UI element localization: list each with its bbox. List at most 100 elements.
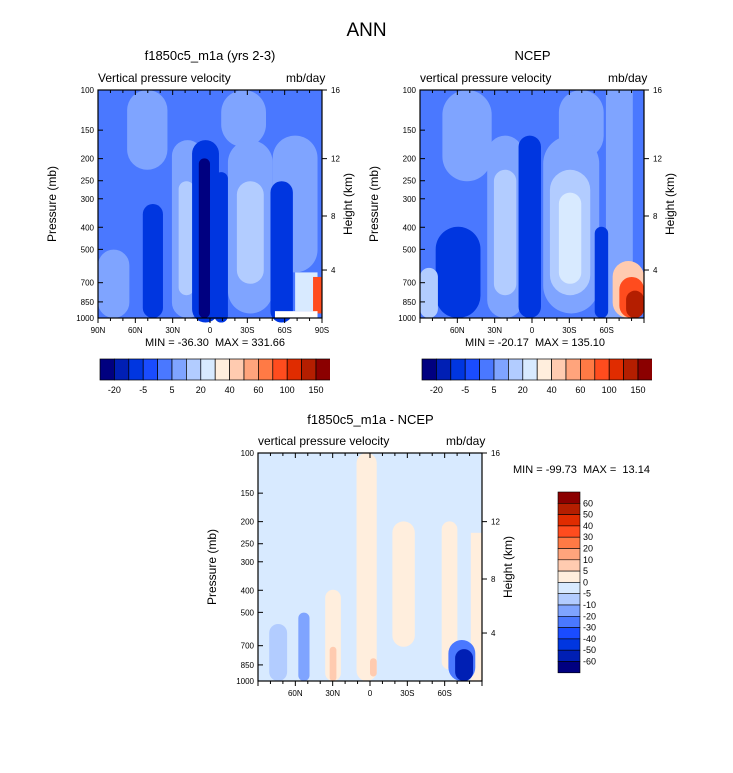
- colorbar-label: 5: [169, 385, 174, 395]
- colorbar-swatch: [186, 358, 202, 381]
- contour-region: [325, 589, 341, 681]
- y-tick-label: 200: [403, 155, 417, 164]
- y-tick-label: 100: [403, 86, 417, 95]
- colorbar-swatch: [551, 358, 567, 381]
- colorbar-swatch: [557, 570, 581, 583]
- colorbar-label: -20: [108, 385, 121, 395]
- colorbar-swatch: [479, 358, 495, 381]
- y-tick-label: 250: [81, 177, 95, 186]
- y-tick-label: 200: [81, 155, 95, 164]
- x-tick-label: 60S: [600, 326, 614, 335]
- x-tick-label: 0: [208, 326, 213, 335]
- contour-region: [392, 521, 415, 647]
- contour-region: [455, 649, 474, 681]
- colorbar-label: 20: [518, 385, 528, 395]
- contour-region: [594, 226, 609, 318]
- colorbar-swatch: [557, 638, 581, 651]
- colorbar-swatch: [301, 358, 317, 381]
- x-tick-label: 60N: [288, 689, 303, 698]
- panel3-plot: 100 150 200 250 300 400 500 700 850 1000 16 12 8 4 60N…: [205, 449, 515, 698]
- y-axis-label: Pressure (mb): [367, 166, 381, 242]
- colorbar-swatch: [557, 525, 581, 538]
- figure-title: ANN: [346, 20, 387, 41]
- colorbar-label: 10: [583, 555, 593, 565]
- y-tick-label: 500: [241, 608, 255, 617]
- colorbar-swatch: [493, 358, 509, 381]
- contour-region: [178, 181, 195, 296]
- colorbar-swatch: [142, 358, 158, 381]
- colorbar-swatch: [580, 358, 596, 381]
- y-tick-label: 300: [241, 558, 255, 567]
- contour-region: [221, 90, 266, 147]
- colorbar-swatch: [200, 358, 216, 381]
- colorbar-swatch: [315, 358, 330, 381]
- x-tick-label: 60S: [438, 689, 452, 698]
- panel2-colorbar: -20 -5 5 20 40 60 100 150: [421, 358, 652, 395]
- colorbar-label: 20: [583, 544, 593, 554]
- contour-region: [356, 453, 377, 681]
- colorbar-swatch: [421, 358, 437, 381]
- y-axis-label: Pressure (mb): [45, 166, 59, 242]
- colorbar-swatch: [272, 358, 288, 381]
- colorbar-swatch: [99, 358, 115, 381]
- contour-region: [198, 158, 210, 318]
- panel1-min-max: MIN = -36.30 MAX = 331.66: [145, 337, 286, 349]
- y-tick-label: 400: [403, 223, 417, 232]
- colorbar-label: -10: [583, 600, 596, 610]
- y-right-tick-label: 16: [653, 86, 662, 95]
- y-tick-label: 1000: [76, 314, 94, 323]
- y-right-tick-label: 12: [653, 155, 662, 164]
- contour-region: [435, 226, 481, 318]
- contour-region: [626, 290, 644, 318]
- contour-region: [313, 276, 322, 314]
- x-tick-label: 60N: [450, 326, 465, 335]
- y-tick-label: 500: [81, 245, 95, 254]
- y-tick-label: 150: [403, 126, 417, 135]
- contour-region: [269, 624, 288, 681]
- colorbar-swatch: [623, 358, 639, 381]
- y-tick-label: 150: [81, 126, 95, 135]
- colorbar-label: 100: [280, 385, 295, 395]
- x-tick-label: 0: [368, 689, 373, 698]
- colorbar-swatch: [214, 358, 230, 381]
- colorbar-swatch: [594, 358, 610, 381]
- colorbar-swatch: [608, 358, 624, 381]
- colorbar-swatch: [171, 358, 187, 381]
- y-right-axis-label: Height (km): [341, 173, 355, 235]
- y-tick-label: 1000: [398, 314, 416, 323]
- colorbar-label: 100: [602, 385, 617, 395]
- panel3-min-max: MIN = -99.73 MAX = 13.14: [513, 464, 650, 476]
- contour-region: [142, 204, 163, 318]
- colorbar-swatch: [436, 358, 452, 381]
- y-right-tick-label: 4: [491, 629, 496, 638]
- colorbar-swatch: [286, 358, 302, 381]
- x-tick-label: 30S: [240, 326, 254, 335]
- y-axis-label: Pressure (mb): [205, 529, 219, 605]
- panel2-left-subtitle: vertical pressure velocity: [420, 71, 552, 85]
- colorbar-swatch: [229, 358, 245, 381]
- colorbar-label: -20: [583, 611, 596, 621]
- y-tick-label: 850: [403, 298, 417, 307]
- y-right-tick-label: 8: [653, 212, 658, 221]
- contour-region: [274, 311, 318, 318]
- y-right-tick-label: 8: [331, 212, 336, 221]
- colorbar-swatch: [557, 503, 581, 515]
- panel3-right-subtitle: mb/day: [446, 434, 486, 448]
- x-tick-label: 60S: [278, 326, 292, 335]
- colorbar-swatch: [557, 514, 581, 527]
- x-tick-label: 30N: [165, 326, 180, 335]
- y-right-tick-label: 4: [653, 266, 658, 275]
- colorbar-swatch: [637, 358, 652, 381]
- colorbar-label: 30: [583, 532, 593, 542]
- colorbar-swatch: [565, 358, 581, 381]
- y-tick-label: 100: [81, 86, 95, 95]
- contour-region: [127, 90, 168, 170]
- y-right-tick-label: 16: [491, 449, 500, 458]
- colorbar-label: -5: [583, 589, 591, 599]
- x-tick-label: 0: [530, 326, 535, 335]
- colorbar-swatch: [557, 536, 581, 549]
- x-tick-label: 30S: [400, 689, 414, 698]
- panel2-plot: 100 150 200 250 300 400 500 700 850 1000 16 12 8 4 60N…: [367, 86, 677, 335]
- colorbar-label: 60: [253, 385, 263, 395]
